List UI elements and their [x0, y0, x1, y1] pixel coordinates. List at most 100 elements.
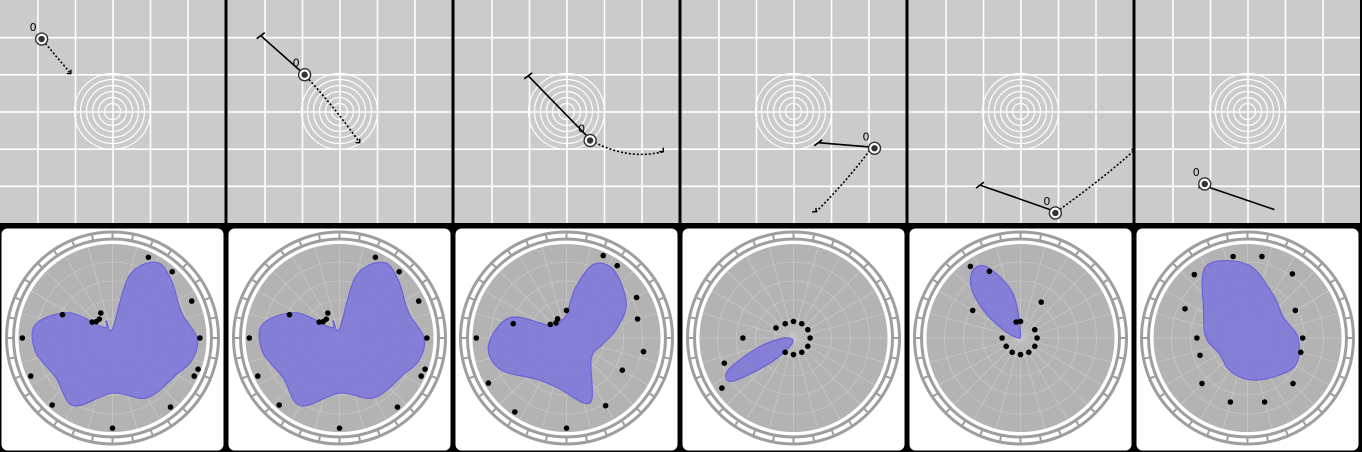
ring-tick: [544, 233, 549, 242]
ring-tick: [704, 392, 712, 398]
polar-marker: [1292, 307, 1299, 314]
ring-tick: [771, 434, 776, 443]
ring-tick: [430, 296, 438, 302]
ring-tick: [90, 434, 95, 443]
polar-spoke: [793, 247, 819, 339]
target-ring: [527, 72, 606, 151]
polar-marker: [512, 409, 518, 415]
ring-tick: [462, 316, 470, 320]
target-ring: [85, 84, 140, 139]
object-marker-core: [586, 137, 594, 144]
polar-marker: [600, 252, 606, 259]
ring-tick: [1158, 392, 1166, 398]
polar-marker: [1032, 326, 1038, 333]
target-ring: [539, 84, 594, 139]
ring-tick: [890, 356, 898, 360]
response-shape: [969, 264, 1022, 339]
polar-spoke: [793, 337, 885, 363]
ring-tick: [960, 249, 967, 257]
start-label: 0: [293, 57, 300, 70]
ring-tick: [603, 429, 608, 437]
response-shape: [725, 337, 794, 382]
target-ring: [1005, 96, 1036, 127]
target-ring: [754, 72, 833, 151]
polar-marker: [422, 366, 428, 373]
trajectory-view: 0: [454, 0, 679, 223]
path-start-tick: [975, 181, 985, 189]
ring-tick: [1074, 249, 1081, 257]
ring-tick: [717, 262, 725, 269]
target-ring: [551, 96, 582, 127]
ring-tick: [298, 429, 303, 437]
ring-tick: [1149, 374, 1157, 380]
polar-marker: [424, 335, 430, 341]
polar-marker: [372, 254, 379, 261]
polar-spoke: [65, 256, 113, 339]
polar-marker: [1034, 335, 1040, 341]
ring-tick: [1316, 262, 1324, 269]
polar-spoke: [793, 313, 885, 339]
future-path: [302, 73, 361, 144]
ring-tick: [657, 374, 665, 380]
ring-tick: [298, 239, 303, 247]
ring-tick: [584, 233, 589, 242]
ring-tick: [1187, 249, 1194, 257]
ring-tick: [695, 374, 703, 380]
polar-marker: [805, 326, 811, 333]
ring-tick: [1111, 296, 1119, 302]
ring-tick: [1111, 374, 1119, 380]
target-ring: [1238, 102, 1257, 121]
polar-marker: [145, 254, 152, 261]
polar-marker: [325, 310, 331, 316]
ring-tick: [181, 407, 189, 414]
polar-marker: [1299, 335, 1306, 341]
target-ring: [91, 90, 134, 133]
ring-tick: [884, 296, 892, 302]
ring-tick: [1143, 316, 1151, 320]
polar-marker: [640, 348, 647, 355]
target-ring: [1220, 84, 1275, 139]
target-ring: [993, 84, 1048, 139]
ring-tick: [250, 278, 258, 284]
polar-marker: [276, 402, 283, 408]
polar-marker: [782, 320, 788, 327]
ring-tick: [960, 419, 967, 427]
future-path: [815, 146, 873, 213]
target-ring: [999, 90, 1042, 133]
ring-tick: [830, 239, 835, 247]
ring-tick: [149, 239, 154, 247]
polar-marker: [1227, 399, 1234, 405]
target-ring: [1226, 90, 1269, 133]
start-label: 0: [30, 21, 37, 34]
ring-tick: [235, 356, 243, 360]
polar-marker: [188, 298, 195, 304]
ring-tick: [648, 392, 656, 398]
target-ring: [987, 78, 1054, 145]
ring-tick: [1225, 233, 1230, 242]
polar-marker: [634, 316, 641, 322]
ring-tick: [235, 316, 243, 320]
polar-spoke: [929, 337, 1021, 363]
ring-tick: [1102, 392, 1110, 398]
panel-2: 0: [227, 0, 452, 451]
target-ring: [306, 78, 373, 145]
polar-marker: [169, 268, 175, 275]
polar-marker: [246, 335, 253, 341]
polar-spoke: [1020, 247, 1046, 339]
ring-tick: [663, 316, 671, 320]
target-ring: [1208, 72, 1287, 151]
ring-tick: [733, 419, 740, 427]
past-path: [818, 141, 873, 148]
ring-tick: [1089, 262, 1097, 269]
ring-tick: [181, 262, 189, 269]
ring-tick: [847, 249, 854, 257]
trajectory-view: 0: [1135, 0, 1360, 223]
ring-tick: [203, 374, 211, 380]
polar-marker: [999, 335, 1005, 341]
ring-tick: [477, 278, 485, 284]
ring-tick: [1171, 407, 1179, 414]
ring-tick: [733, 249, 740, 257]
polar-marker: [986, 268, 993, 275]
start-label: 0: [1043, 195, 1050, 208]
